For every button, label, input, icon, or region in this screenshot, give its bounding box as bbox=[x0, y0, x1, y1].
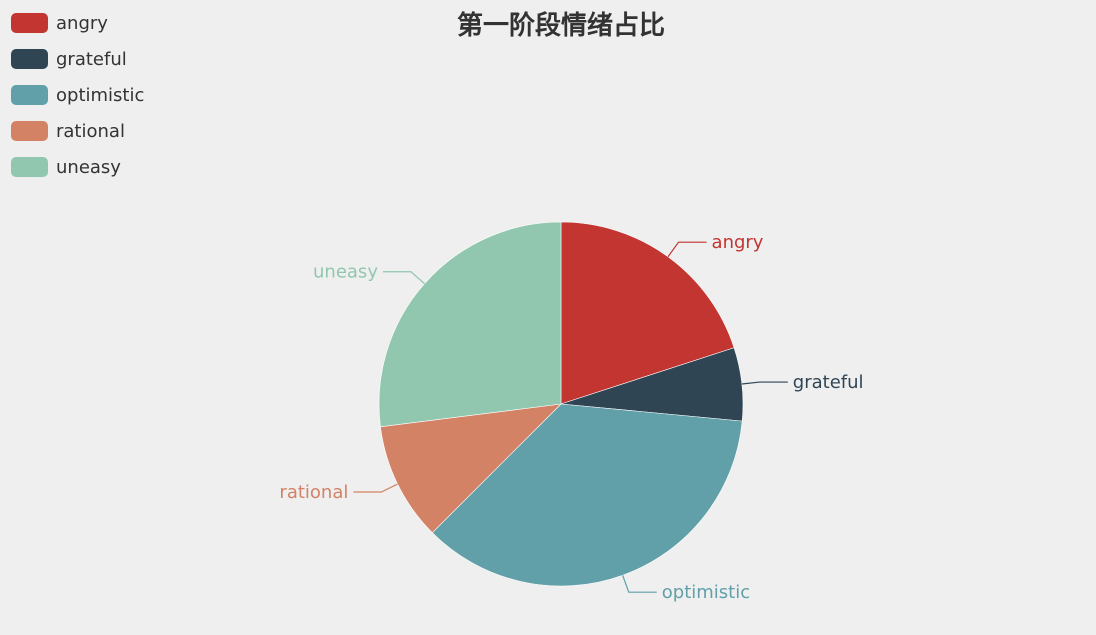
legend-item-optimistic[interactable]: optimistic bbox=[11, 85, 144, 106]
pie-slice-angry[interactable] bbox=[560, 221, 735, 405]
chart-title: 第一阶段情绪占比 bbox=[457, 10, 665, 41]
legend-label-optimistic: optimistic bbox=[56, 85, 144, 106]
label-line-optimistic bbox=[622, 575, 657, 593]
legend-item-rational[interactable]: rational bbox=[11, 121, 125, 142]
label-line-grateful bbox=[741, 381, 788, 385]
legend: angry grateful optimistic rational uneasy bbox=[11, 13, 144, 178]
legend-swatch-angry bbox=[11, 13, 48, 33]
pie-slice-rational[interactable] bbox=[380, 403, 562, 534]
slice-label-optimistic: optimistic bbox=[662, 582, 750, 603]
slice-labels: angry grateful optimistic rational uneasy bbox=[279, 232, 863, 603]
pie-slice-uneasy[interactable] bbox=[378, 221, 562, 428]
slice-label-angry: angry bbox=[712, 232, 764, 253]
legend-swatch-optimistic bbox=[11, 85, 48, 105]
legend-swatch-grateful bbox=[11, 49, 48, 69]
pie-slice-optimistic[interactable] bbox=[431, 403, 743, 587]
label-line-angry bbox=[667, 241, 707, 258]
legend-item-uneasy[interactable]: uneasy bbox=[11, 157, 121, 178]
legend-swatch-rational bbox=[11, 121, 48, 141]
pie-slices bbox=[378, 221, 744, 587]
legend-item-grateful[interactable]: grateful bbox=[11, 49, 127, 70]
slice-label-uneasy: uneasy bbox=[313, 262, 378, 283]
legend-swatch-uneasy bbox=[11, 157, 48, 177]
legend-label-rational: rational bbox=[56, 121, 125, 142]
label-line-rational bbox=[353, 483, 398, 493]
legend-label-grateful: grateful bbox=[56, 49, 127, 70]
label-line-uneasy bbox=[382, 271, 425, 285]
legend-label-uneasy: uneasy bbox=[56, 157, 121, 178]
slice-label-rational: rational bbox=[279, 482, 348, 503]
legend-label-angry: angry bbox=[56, 13, 108, 34]
legend-item-angry[interactable]: angry bbox=[11, 13, 108, 34]
slice-label-grateful: grateful bbox=[793, 372, 864, 393]
